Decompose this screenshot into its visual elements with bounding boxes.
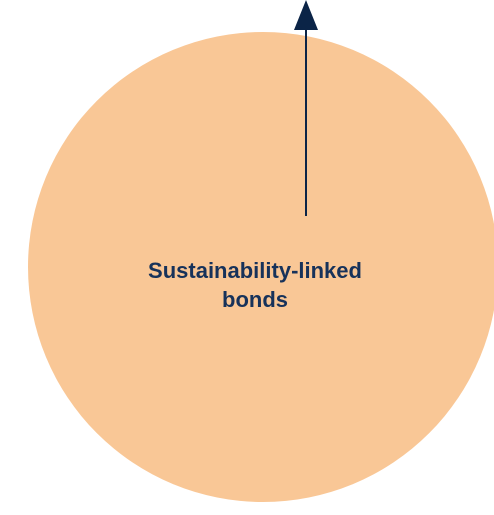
arrow-head: [294, 0, 318, 30]
bond-category-circle: [28, 32, 494, 502]
circle-label: Sustainability-linked bonds: [148, 258, 362, 312]
